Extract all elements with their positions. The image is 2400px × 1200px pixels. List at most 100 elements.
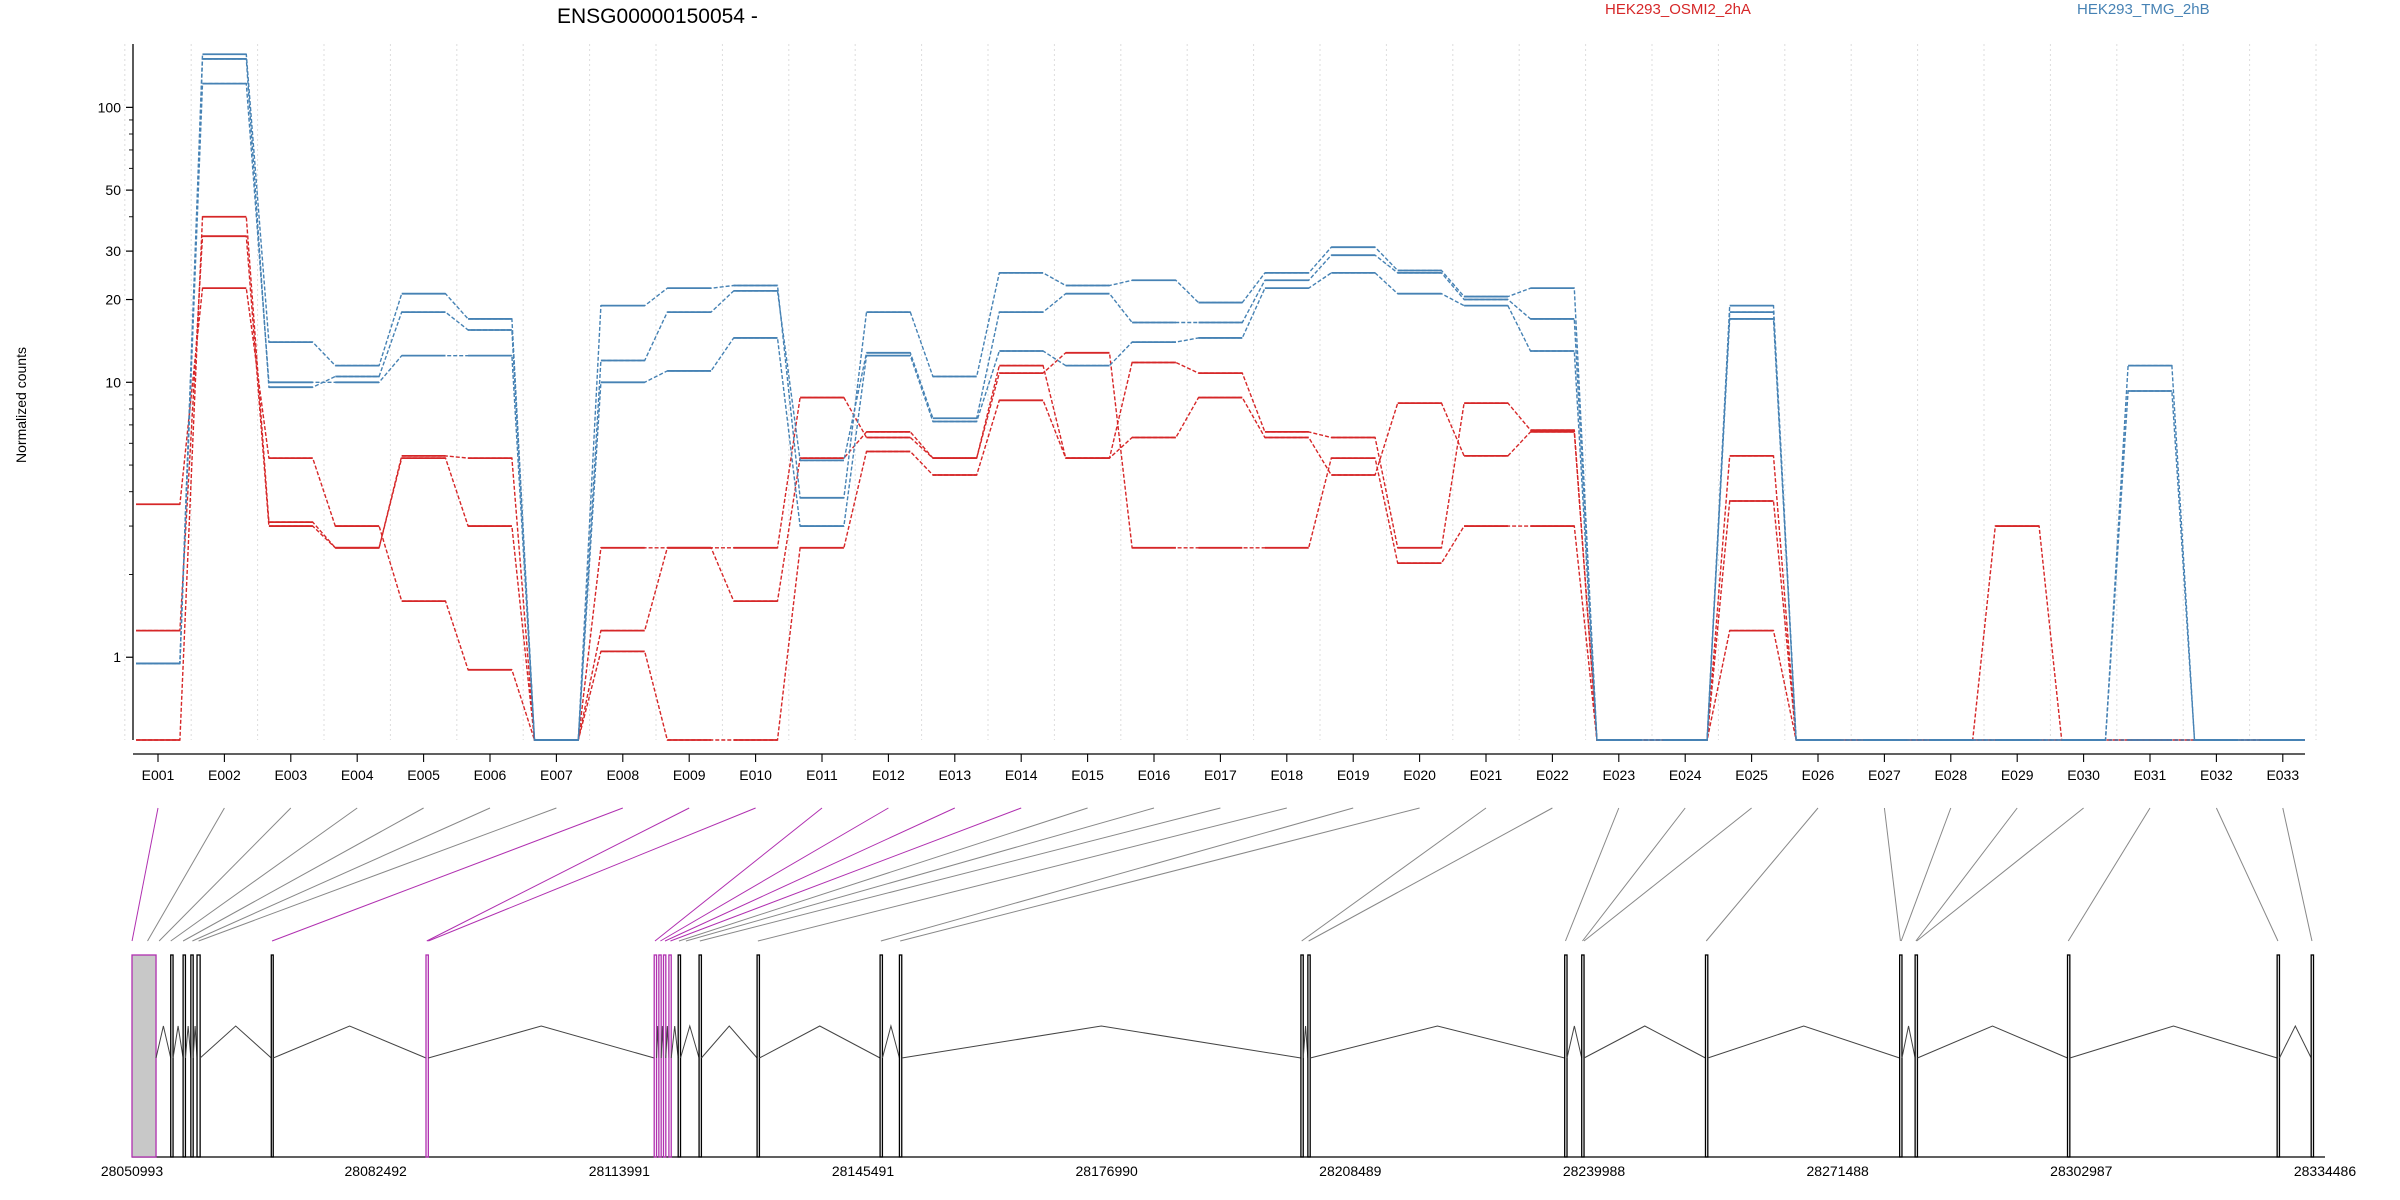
exon-link-E030 [1916,807,2084,942]
grid-layer [124,44,2317,740]
exon-link-E032 [2215,807,2279,942]
exon-block [1564,954,1568,1158]
y-tick-label: 10 [105,374,121,390]
intron-line [155,1025,172,1059]
x-tick-label: E019 [1337,767,1370,783]
exon-block [698,954,703,1158]
exon-link-E008 [271,807,623,942]
exon-block [182,954,187,1158]
x-tick-label: E003 [274,767,307,783]
y-tick-label: 100 [98,99,122,115]
x-tick-label: E023 [1602,767,1635,783]
exon-link-E002 [147,807,225,942]
exon-block [898,954,903,1158]
exon-link-E009 [426,807,690,942]
intron-line [428,1025,655,1059]
exon-link-E033 [2282,807,2313,942]
intron-line [184,1025,192,1059]
x-tick-label: E012 [872,767,905,783]
exon-link-E024 [1582,807,1686,942]
exon-block [1704,954,1709,1158]
x-tick-label: E033 [2266,767,2299,783]
exon-block [879,954,884,1158]
intron-line [1566,1025,1583,1059]
x-tick-label: E013 [938,767,971,783]
x-tick-label: E015 [1071,767,1104,783]
exon-link-E031 [2067,807,2151,942]
genomic-tick-label: 28082492 [345,1163,408,1179]
series-6 [136,53,2305,741]
x-tick-label: E002 [208,767,241,783]
exon-link-E003 [158,807,292,942]
intron-line [172,1025,184,1059]
x-tick-label: E006 [474,767,507,783]
exon-link-E010 [428,807,756,942]
intron-line [759,1025,881,1059]
exon-block [270,954,274,1158]
genomic-tick-label: 28302987 [2050,1163,2113,1179]
y-axis-label: Normalized counts [13,347,29,463]
exon-block [2066,954,2071,1158]
exon-link-E021 [1301,807,1487,942]
exon-block [668,954,672,1158]
genomic-tick-label: 28334486 [2294,1163,2357,1179]
exon-block [196,954,201,1158]
intron-line [1901,1025,1916,1059]
x-tick-label: E004 [341,767,374,783]
x-tick-label: E016 [1138,767,1171,783]
intron-line [2069,1025,2278,1059]
exon-block [425,954,429,1158]
exon-link-E006 [192,807,491,942]
exon-links [131,807,2313,942]
exon-link-E028 [1900,807,1952,942]
intron-line [670,1025,679,1059]
legend-entry-osmi: HEK293_OSMI2_2hA [1605,1,1751,18]
exon-link-E005 [182,807,424,942]
intron-line [273,1025,427,1059]
exon-block [1914,954,1919,1158]
x-tick-label: E032 [2200,767,2233,783]
exon-block [170,954,174,1158]
exon-link-E026 [1705,807,1819,942]
exon-link-E013 [664,807,956,942]
x-tick-label: E024 [1669,767,1702,783]
intron-line [199,1025,272,1059]
series-3 [136,215,2305,741]
exon-block [2276,954,2281,1158]
genomic-tick-label: 28239988 [1563,1163,1626,1179]
x-tick-label: E022 [1536,767,1569,783]
exon-link-E027 [1883,807,1901,942]
x-tick-label: E021 [1470,767,1503,783]
series-line [136,82,2305,741]
exon-block [1898,954,1903,1158]
intron-line [680,1024,700,1059]
x-tick-label: E031 [2134,767,2167,783]
series-5 [136,58,2305,741]
x-tick-label: E025 [1735,767,1768,783]
axes-layer [132,44,2305,755]
intron-line [2279,1024,2312,1059]
exon-link-E017 [699,807,1221,942]
x-tick-label: E014 [1005,767,1038,783]
exon-link-E022 [1308,807,1553,942]
y-tick-label: 30 [105,243,121,259]
x-tick-label: E007 [540,767,573,783]
exon-link-E029 [1915,807,2018,942]
genomic-tick-label: 28050993 [101,1163,164,1179]
x-tick-label: E001 [142,767,175,783]
intron-line [701,1025,758,1059]
genomic-tick-label: 28176990 [1076,1163,1139,1179]
exon-link-E015 [678,807,1088,942]
intron-line [881,1024,900,1059]
genomic-tick-label: 28113991 [589,1163,650,1179]
series-line [136,58,2305,741]
gene-model [131,954,2325,1158]
exon-block [1307,954,1311,1158]
genomic-tick-label: 28271488 [1807,1163,1870,1179]
genomic-tick-label: 28145491 [832,1163,895,1179]
intron-line [1310,1025,1565,1059]
exon-link-E020 [900,807,1420,942]
exon-link-E018 [757,807,1287,942]
exon-link-E016 [685,807,1155,942]
